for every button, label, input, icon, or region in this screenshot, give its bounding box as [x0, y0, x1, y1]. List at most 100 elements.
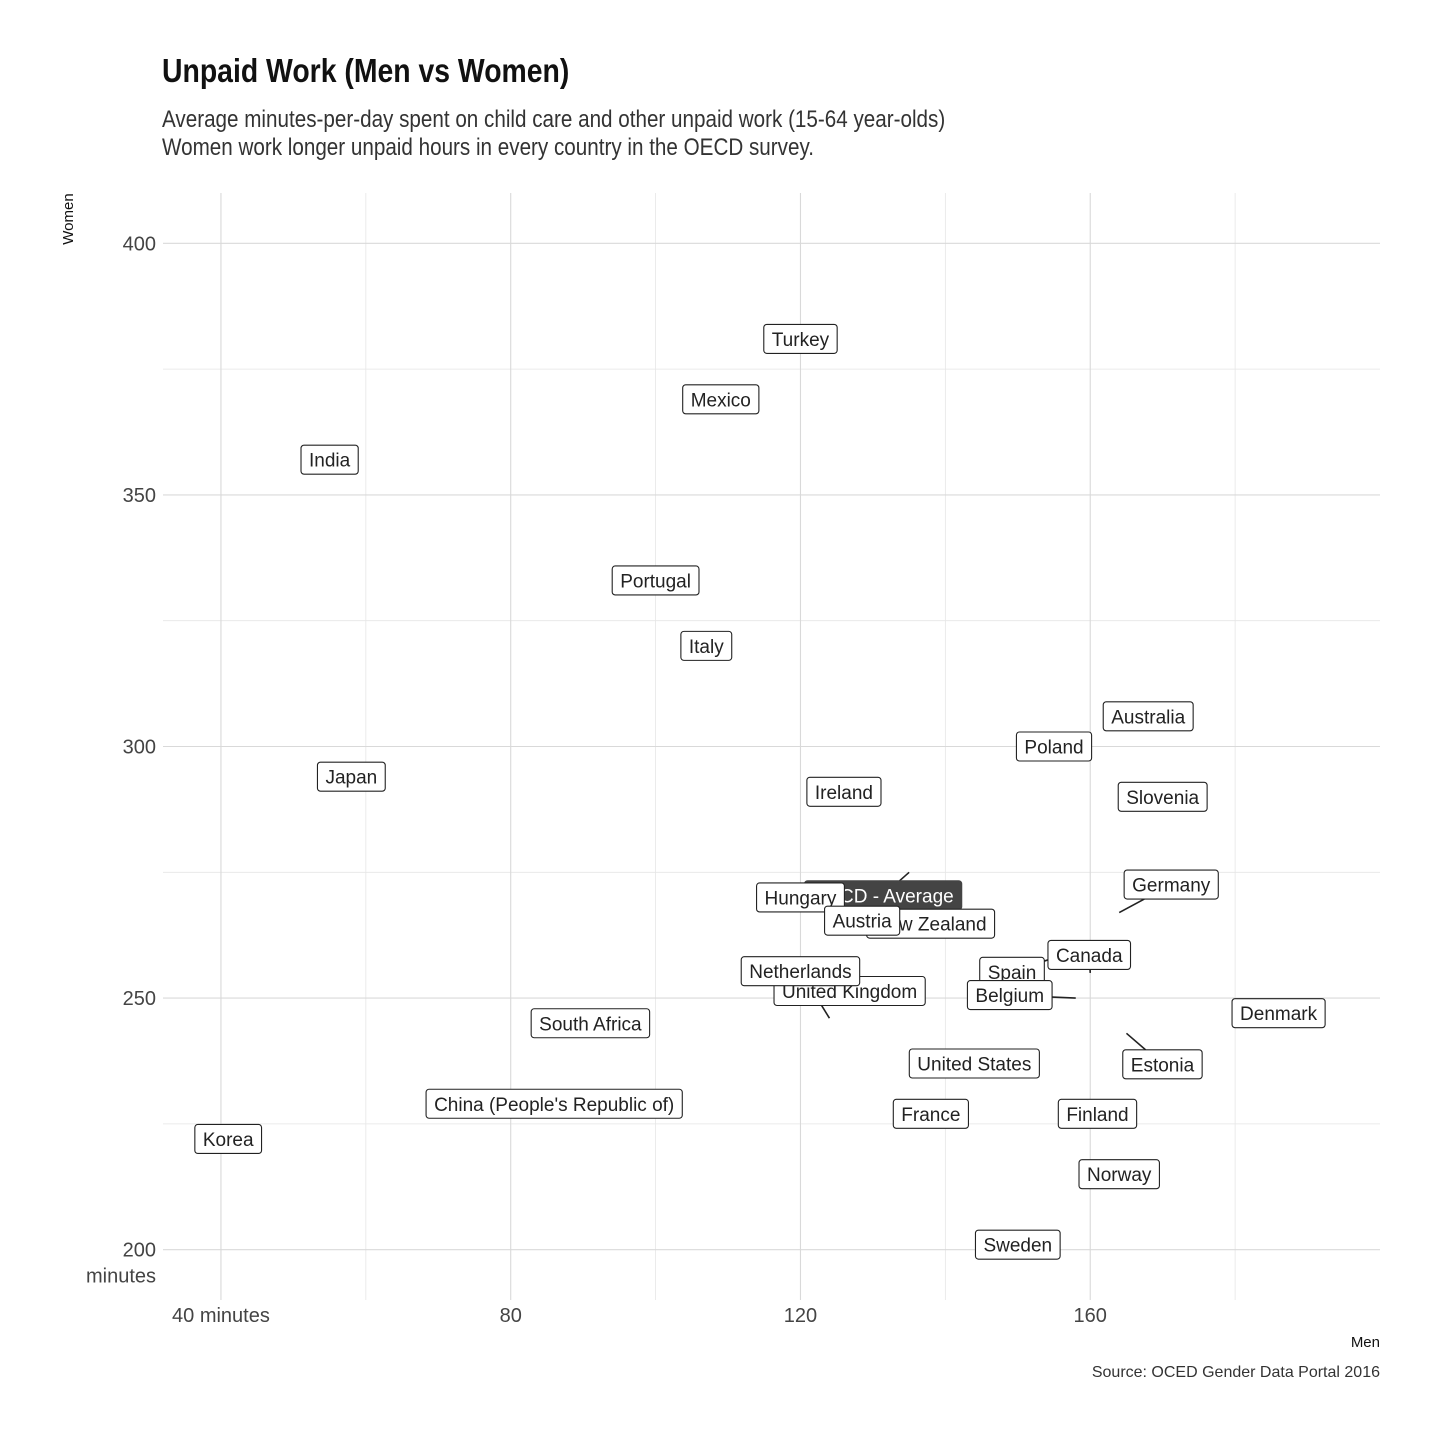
label-text: Spain [988, 963, 1037, 984]
label-text: Norway [1087, 1165, 1152, 1186]
label-box [680, 630, 733, 661]
label-text: United States [917, 1055, 1031, 1076]
y-tick-label: 250 [123, 988, 156, 1010]
point-label-canada: Canada [1047, 939, 1132, 970]
label-text: Mexico [691, 390, 751, 411]
leader-line-oecd-average [898, 871, 910, 882]
point-label-portugal: Portugal [611, 565, 700, 596]
chart-title: Unpaid Work (Men vs Women) [162, 52, 570, 89]
label-text: New Zealand [875, 915, 987, 936]
chart-subtitle-line-2: Women work longer unpaid hours in every … [162, 134, 814, 161]
point-label-poland: Poland [1015, 731, 1093, 762]
label-box [1057, 1098, 1138, 1129]
point-label-china-people-s-republic-of: China (People's Republic of) [425, 1088, 683, 1119]
point-label-spain: Spain [979, 956, 1045, 987]
label-text: Poland [1024, 738, 1083, 759]
label-box [908, 1048, 1040, 1079]
point-label-india: India [300, 444, 359, 475]
label-box [892, 1098, 969, 1129]
label-box [1123, 869, 1219, 900]
label-text: Austria [833, 912, 893, 933]
y-tick-label: 400 [123, 233, 156, 255]
point-label-united-states: United States [908, 1048, 1040, 1079]
point-label-ireland: Ireland [806, 776, 882, 807]
point-label-belgium: Belgium [966, 980, 1053, 1011]
x-axis-title: Men [1351, 1334, 1380, 1351]
axis-tick-labels: 40 minutes 80 120 160 200 minutes 250 300 350 400 [86, 233, 1107, 1327]
label-box [1047, 939, 1132, 970]
label-text: Hungary [765, 888, 837, 909]
label-text: Italy [689, 637, 724, 658]
label-text: Estonia [1131, 1055, 1195, 1076]
chart-subtitle-line-1: Average minutes-per-day spent on child c… [162, 106, 946, 133]
label-text: Sweden [983, 1236, 1052, 1257]
label-box [425, 1088, 683, 1119]
label-box [974, 1229, 1061, 1260]
country-labels: Turkey Mexico India Portugal Italy Australia P… [194, 323, 1326, 1260]
point-label-netherlands: Netherlands [740, 956, 861, 987]
label-box [194, 1123, 263, 1155]
label-text: Denmark [1240, 1004, 1318, 1025]
point-label-korea: Korea [194, 1123, 263, 1155]
leader-line-belgium [1052, 996, 1076, 999]
label-text: France [901, 1105, 960, 1126]
point-label-australia: Australia [1102, 701, 1194, 732]
label-text: India [309, 451, 351, 472]
label-box [1102, 701, 1194, 732]
point-label-mexico: Mexico [682, 384, 760, 415]
y-tick-label: 350 [123, 485, 156, 507]
label-box [1122, 1049, 1203, 1080]
label-text: Portugal [620, 571, 691, 592]
label-text: Turkey [772, 330, 830, 351]
label-text: Slovenia [1126, 788, 1199, 809]
label-box [806, 776, 882, 807]
label-box [611, 565, 700, 596]
label-text: Belgium [975, 986, 1044, 1007]
point-label-finland: Finland [1057, 1098, 1138, 1129]
chart-caption: Source: OCED Gender Data Portal 2016 [1091, 1364, 1380, 1381]
label-text: United Kingdom [782, 982, 917, 1003]
label-box [1078, 1159, 1160, 1190]
x-tick-label: 120 [784, 1305, 817, 1327]
point-label-estonia: Estonia [1122, 1049, 1203, 1080]
label-box [1117, 781, 1208, 812]
label-text: Ireland [815, 783, 873, 804]
label-box [530, 1008, 651, 1039]
label-box [824, 905, 901, 936]
label-text: Australia [1111, 707, 1185, 728]
point-label-slovenia: Slovenia [1117, 781, 1208, 812]
point-label-norway: Norway [1078, 1159, 1160, 1190]
point-label-turkey: Turkey [763, 323, 838, 354]
point-label-austria: Austria [824, 905, 901, 936]
label-text: Germany [1132, 876, 1211, 897]
label-box [300, 444, 359, 475]
label-box [740, 956, 861, 987]
label-text: South Africa [539, 1014, 642, 1035]
label-text: Korea [203, 1130, 254, 1151]
leader-line-germany [1118, 898, 1145, 914]
y-tick-label: 200 [123, 1240, 156, 1262]
label-text: Canada [1056, 946, 1123, 967]
label-box [1015, 731, 1093, 762]
label-text: Finland [1066, 1105, 1128, 1126]
label-text: Japan [325, 768, 377, 789]
point-label-germany: Germany [1123, 869, 1219, 900]
point-label-hungary: Hungary [756, 882, 845, 913]
label-text: Netherlands [749, 962, 851, 983]
x-tick-label: 80 [500, 1305, 522, 1327]
label-box [1231, 998, 1326, 1029]
point-label-france: France [892, 1098, 969, 1129]
label-box [316, 761, 386, 792]
label-box [966, 980, 1053, 1011]
label-box [763, 323, 838, 354]
point-label-italy: Italy [680, 630, 733, 661]
y-tick-label: 300 [123, 737, 156, 759]
x-tick-label: 40 minutes [172, 1305, 270, 1327]
label-text: China (People's Republic of) [434, 1095, 674, 1116]
x-tick-label: 160 [1074, 1305, 1107, 1327]
point-label-south-africa: South Africa [530, 1008, 651, 1039]
point-label-denmark: Denmark [1231, 998, 1326, 1029]
point-label-sweden: Sweden [974, 1229, 1061, 1260]
y-axis-title: Women [60, 193, 77, 244]
